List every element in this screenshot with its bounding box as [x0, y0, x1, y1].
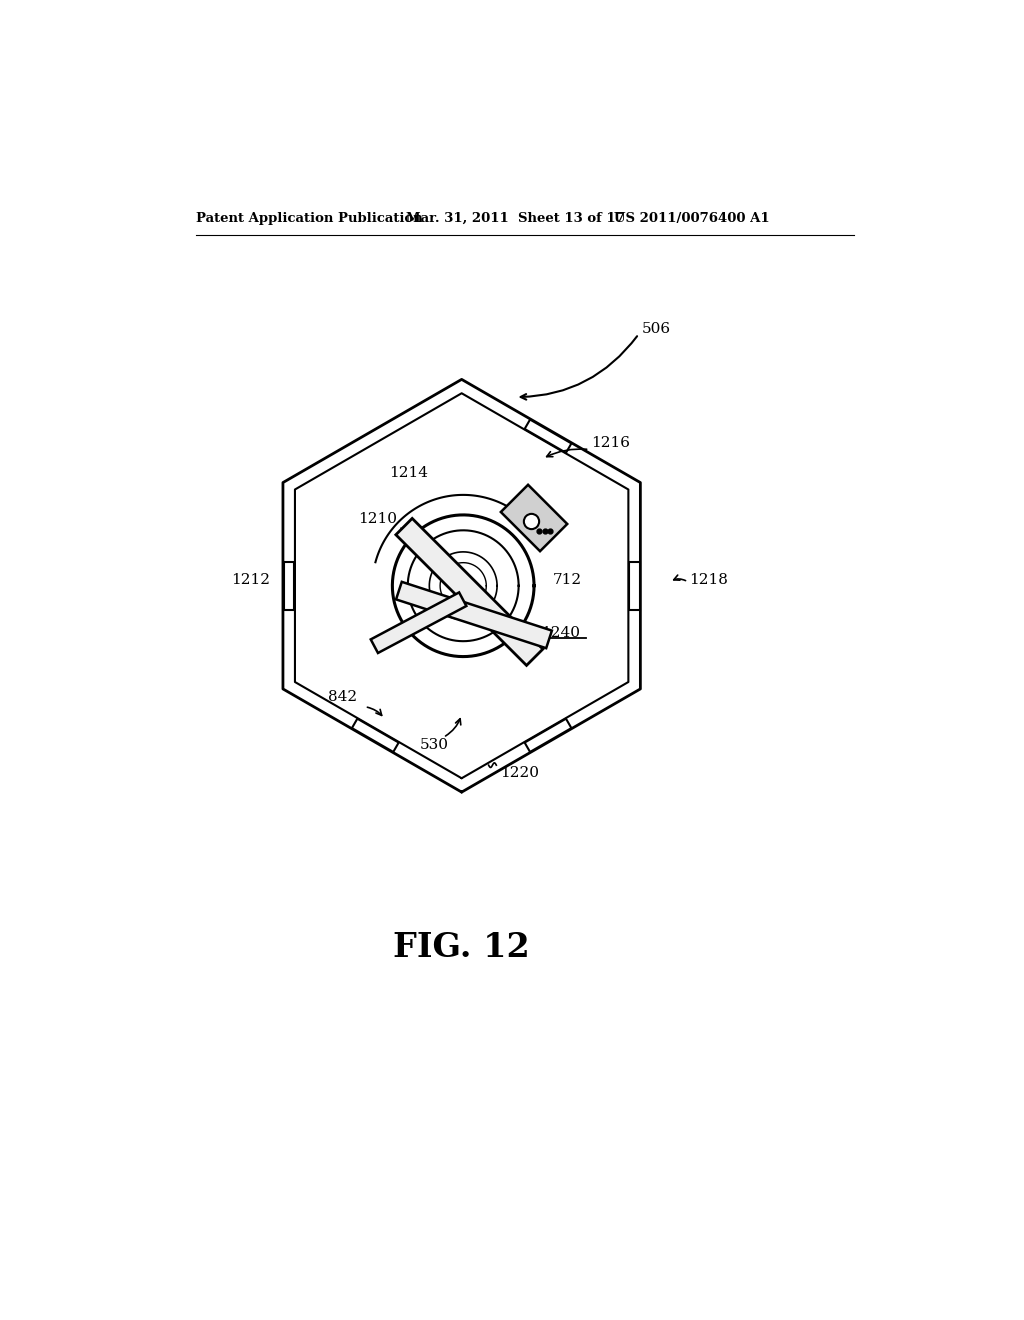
- Text: 1218: 1218: [689, 573, 728, 587]
- Text: 1212: 1212: [230, 573, 269, 587]
- Polygon shape: [284, 562, 294, 610]
- Polygon shape: [396, 519, 543, 665]
- Text: Mar. 31, 2011  Sheet 13 of 17: Mar. 31, 2011 Sheet 13 of 17: [407, 213, 625, 224]
- Text: FIG. 12: FIG. 12: [393, 931, 530, 964]
- Polygon shape: [371, 593, 466, 653]
- Polygon shape: [501, 484, 567, 552]
- Text: 530: 530: [420, 738, 450, 752]
- Text: 712: 712: [553, 573, 582, 587]
- Text: US 2011/0076400 A1: US 2011/0076400 A1: [614, 213, 770, 224]
- Polygon shape: [396, 582, 552, 648]
- Polygon shape: [629, 562, 640, 610]
- Polygon shape: [524, 718, 571, 752]
- Polygon shape: [524, 420, 571, 453]
- Text: 1210: 1210: [358, 512, 397, 525]
- Text: Patent Application Publication: Patent Application Publication: [196, 213, 423, 224]
- Polygon shape: [352, 718, 398, 752]
- Text: 1214: 1214: [389, 466, 428, 479]
- Text: 506: 506: [642, 322, 671, 337]
- Text: 1220: 1220: [500, 766, 540, 780]
- Text: 1240: 1240: [541, 626, 580, 640]
- Text: 1216: 1216: [591, 437, 630, 450]
- Text: 842: 842: [328, 690, 356, 705]
